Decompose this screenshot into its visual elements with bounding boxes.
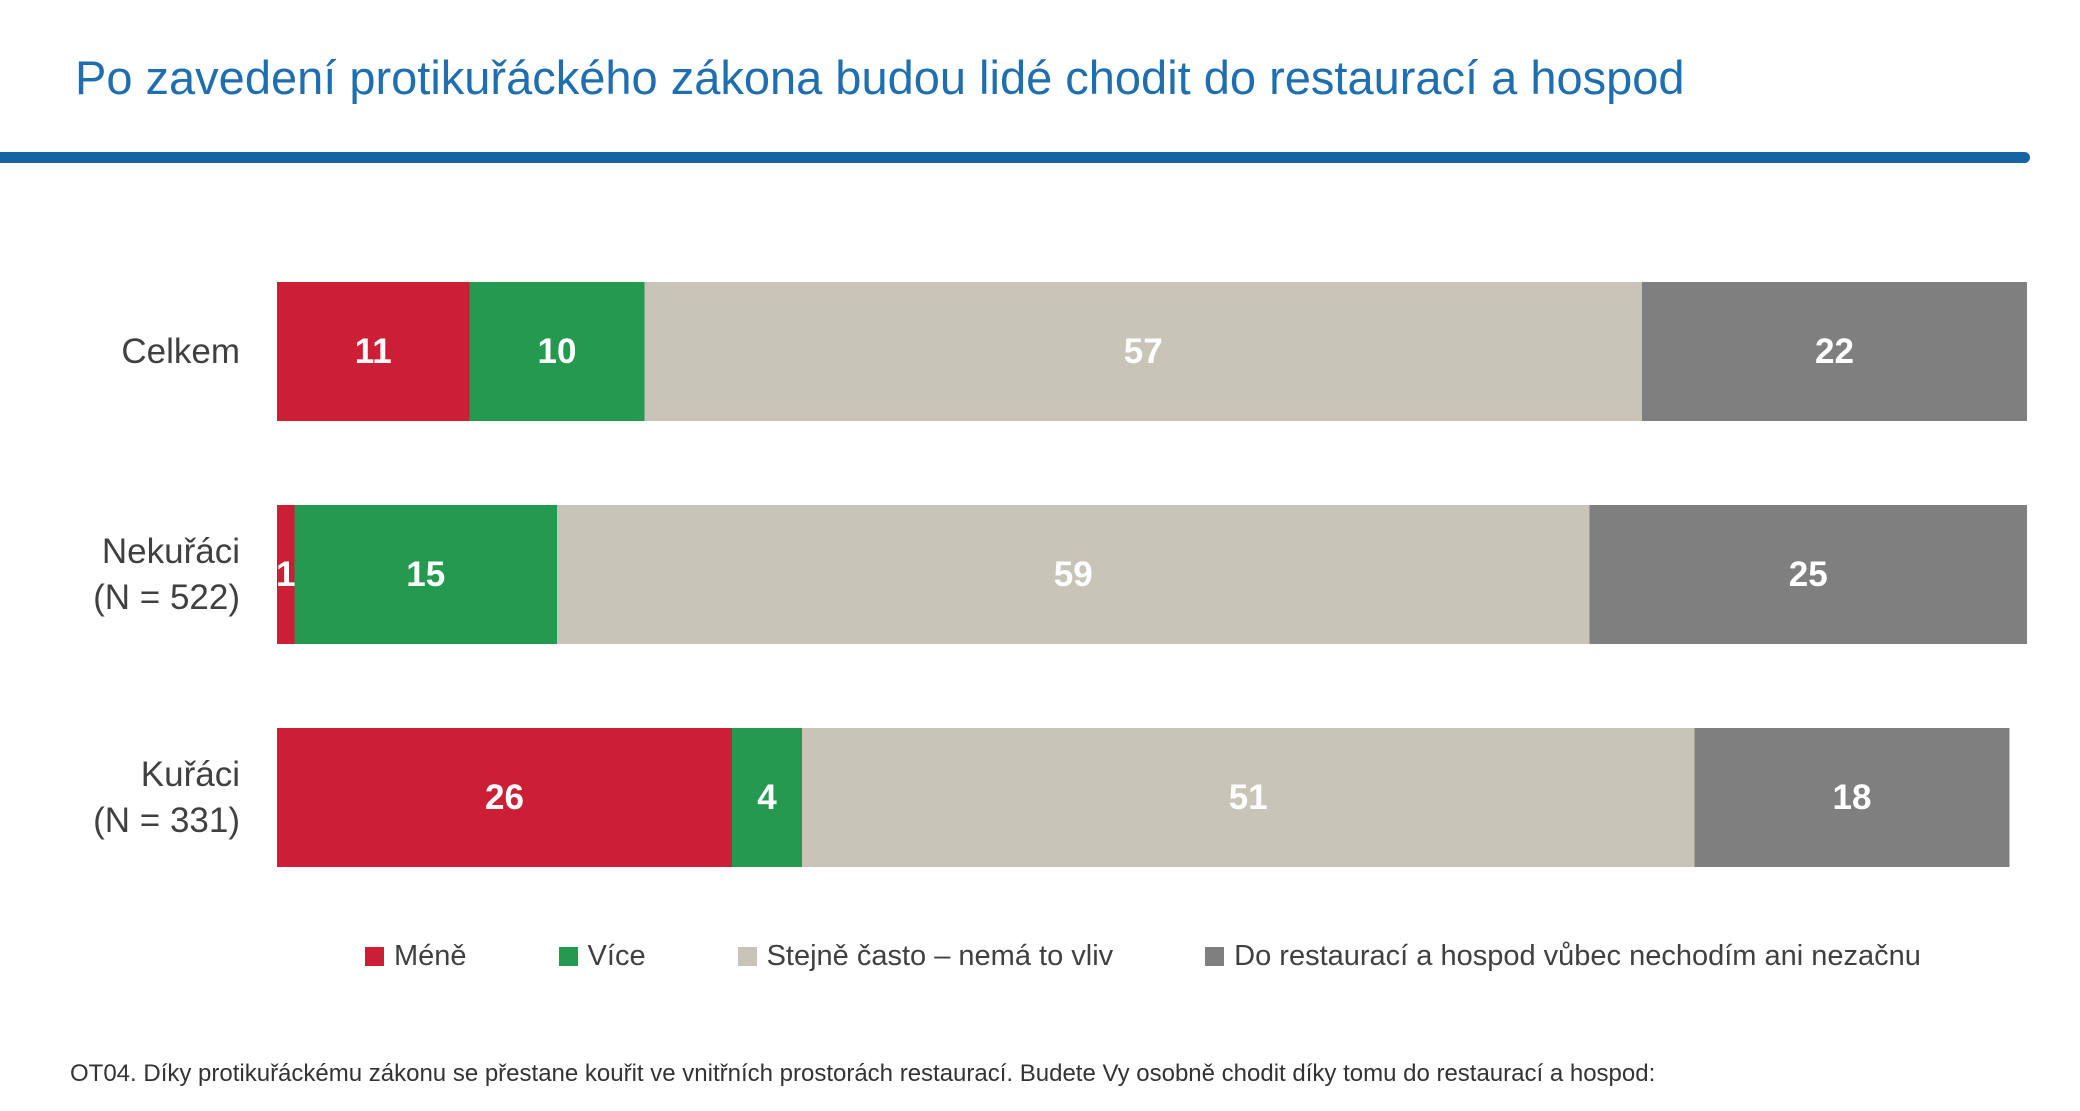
bar-segment [277, 505, 295, 644]
bar-segment [277, 282, 470, 421]
legend-swatch [1205, 947, 1225, 966]
category-label: Kuřáci [141, 755, 240, 794]
data-label: 25 [1789, 555, 1828, 594]
data-label: 51 [1229, 778, 1268, 817]
question-footnote: OT04. Díky protikuřáckému zákonu se přes… [70, 1060, 1656, 1087]
category-label: (N = 522) [93, 578, 240, 617]
legend-item: Do restaurací a hospod vůbec nechodím an… [1205, 940, 1921, 973]
bar-segment [732, 728, 802, 867]
data-label: 10 [538, 332, 577, 371]
title-divider [0, 152, 2030, 163]
data-label: 57 [1124, 332, 1163, 371]
bar-segment [557, 505, 1590, 644]
legend-label: Více [587, 940, 646, 972]
chart-title: Po zavedení protikuřáckého zákona budou … [75, 51, 1685, 104]
legend-item: Více [558, 940, 646, 973]
bar-segment [802, 728, 1695, 867]
legend-label: Stejně často – nemá to vliv [766, 940, 1114, 972]
bar-segment [644, 282, 1642, 421]
chart-legend: Méně Více Stejně často – nemá to vliv Do re… [365, 940, 1921, 973]
legend-label: Do restaurací a hospod vůbec nechodím an… [1234, 940, 1921, 972]
legend-item: Stejně často – nemá to vliv [737, 940, 1114, 973]
category-label: (N = 331) [93, 801, 240, 840]
legend-item: Méně [365, 940, 467, 973]
category-label: Nekuřáci [102, 532, 240, 571]
data-label: 59 [1054, 555, 1093, 594]
bar-segment [294, 505, 557, 644]
bar-segment [1589, 505, 2027, 644]
data-label: 15 [406, 555, 445, 594]
data-label: 22 [1815, 332, 1854, 371]
bar-segment [1642, 282, 2027, 421]
legend-swatch [737, 947, 757, 966]
legend-swatch [365, 947, 384, 966]
data-label: 18 [1833, 778, 1872, 817]
bar-segment [1694, 728, 2010, 867]
legend-label: Méně [394, 940, 467, 972]
bar-segment [277, 728, 732, 867]
bar-segment [469, 282, 645, 421]
data-label: 4 [757, 778, 777, 817]
data-label: 1 [276, 555, 295, 594]
data-label: 26 [485, 778, 524, 817]
legend-swatch [558, 947, 578, 966]
category-label: Celkem [121, 332, 240, 371]
data-label: 11 [355, 332, 392, 371]
